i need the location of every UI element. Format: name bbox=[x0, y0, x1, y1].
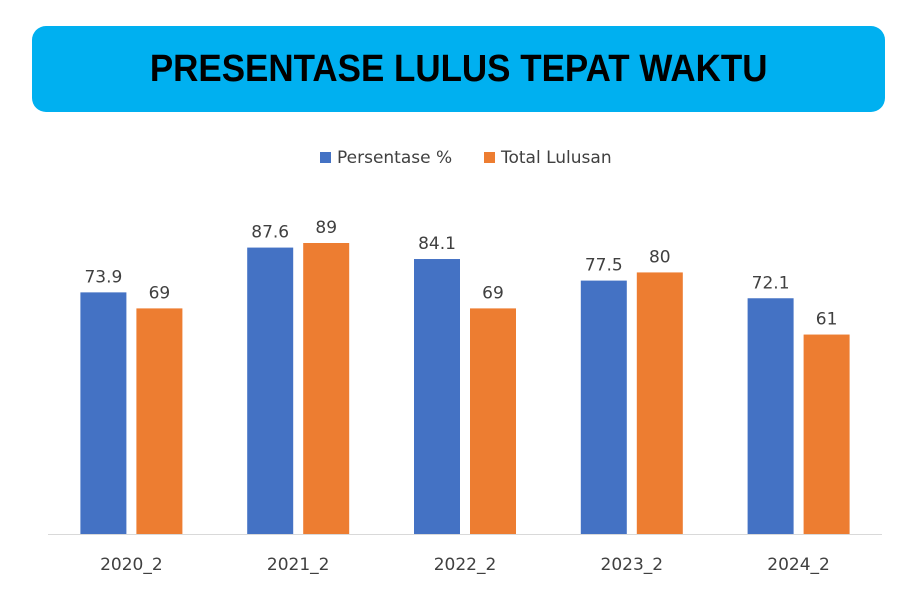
data-label-total-lulusan-2023_2: 80 bbox=[649, 247, 671, 267]
chart-title: PRESENTASE LULUS TEPAT WAKTU bbox=[149, 47, 768, 90]
data-label-persentase-2021_2: 87.6 bbox=[251, 223, 289, 243]
bar-total-lulusan-2021_2 bbox=[303, 243, 350, 534]
bar-total-lulusan-2023_2 bbox=[636, 272, 683, 534]
bar-persentase-2023_2 bbox=[580, 280, 627, 534]
legend-label-1: Persentase % bbox=[337, 148, 452, 168]
x-tick-label-2021_2: 2021_2 bbox=[267, 555, 330, 575]
bar-total-lulusan-2020_2 bbox=[136, 308, 183, 534]
data-label-total-lulusan-2022_2: 69 bbox=[482, 283, 504, 303]
legend-swatch-2 bbox=[484, 152, 495, 163]
data-label-total-lulusan-2021_2: 89 bbox=[315, 218, 337, 238]
data-label-persentase-2020_2: 73.9 bbox=[84, 267, 122, 287]
bar-persentase-2022_2 bbox=[414, 259, 460, 534]
x-tick-label-2022_2: 2022_2 bbox=[434, 555, 497, 575]
bar-persentase-2020_2 bbox=[80, 292, 127, 534]
x-tick-label-2023_2: 2023_2 bbox=[601, 555, 664, 575]
bar-total-lulusan-2024_2 bbox=[803, 334, 850, 534]
bar-persentase-2021_2 bbox=[247, 247, 294, 535]
data-label-persentase-2024_2: 72.1 bbox=[752, 273, 790, 293]
data-label-total-lulusan-2024_2: 61 bbox=[816, 310, 838, 330]
bar-persentase-2024_2 bbox=[747, 298, 794, 534]
x-tick-label-2020_2: 2020_2 bbox=[100, 555, 163, 575]
data-label-total-lulusan-2020_2: 69 bbox=[149, 283, 171, 303]
bar-total-lulusan-2022_2 bbox=[470, 308, 516, 534]
data-label-persentase-2023_2: 77.5 bbox=[585, 256, 623, 276]
legend-swatch-1 bbox=[320, 152, 331, 163]
data-label-persentase-2022_2: 84.1 bbox=[418, 234, 456, 254]
x-tick-label-2024_2: 2024_2 bbox=[767, 555, 830, 575]
legend-label-2: Total Lulusan bbox=[500, 148, 612, 168]
title-banner: PRESENTASE LULUS TEPAT WAKTU bbox=[32, 26, 885, 112]
